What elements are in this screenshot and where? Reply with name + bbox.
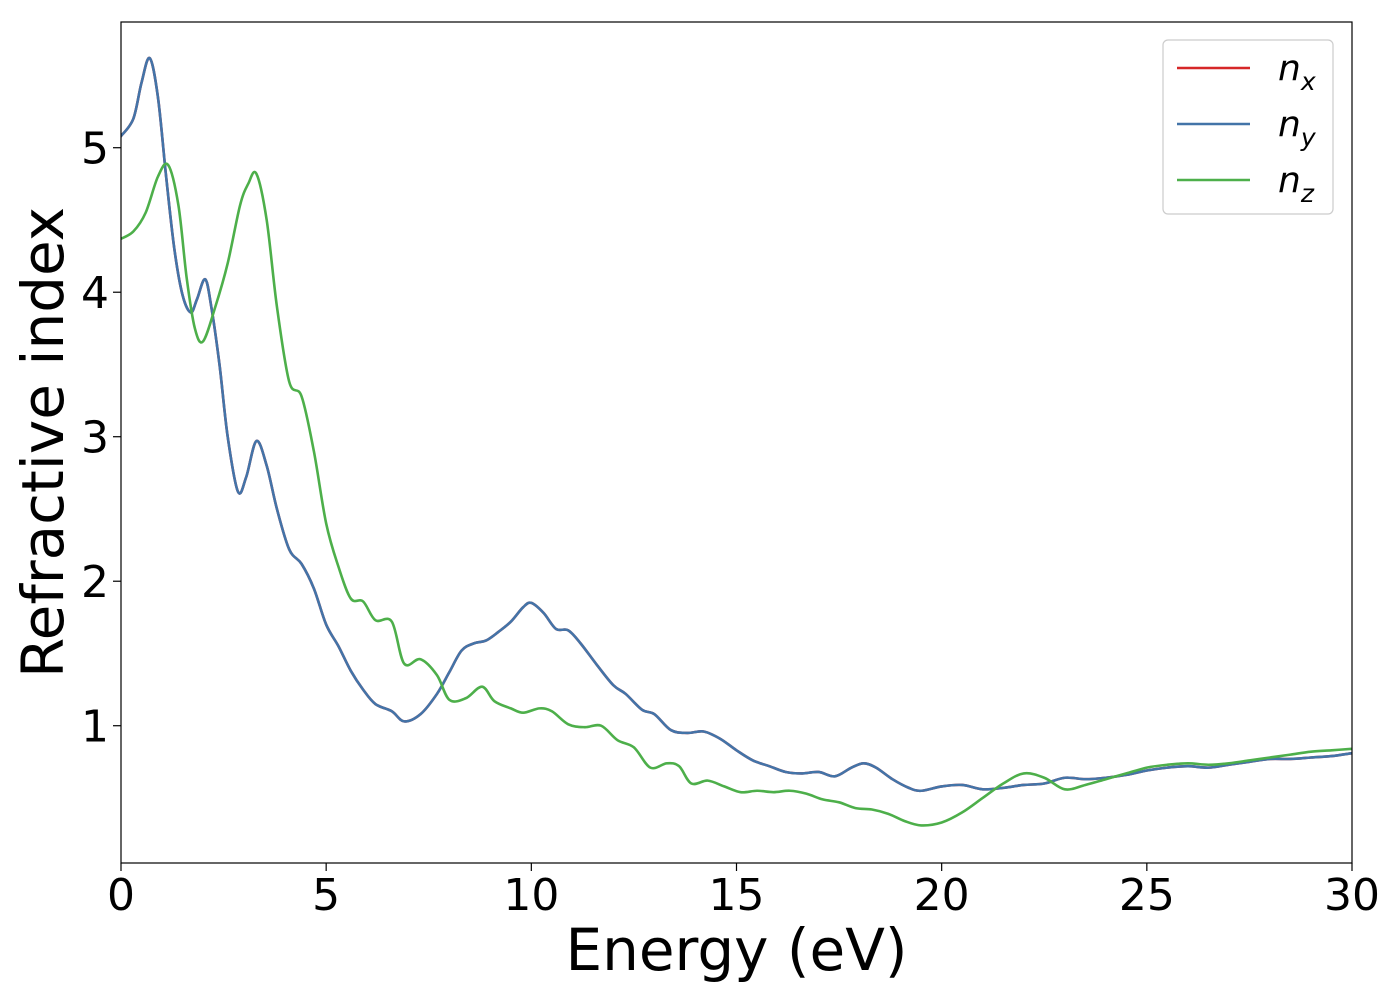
series-line-y: [121, 56, 1352, 793]
series-line-z: [121, 162, 1352, 827]
y-tick-label: 1: [81, 702, 109, 753]
x-tick-label: 10: [503, 870, 559, 921]
y-axis-label: Refractive index: [9, 207, 77, 678]
legend-entry-x: nx: [1278, 48, 1316, 96]
y-axis-ticks: 1 2 3 4 5: [81, 124, 121, 753]
x-tick-label: 0: [107, 870, 135, 921]
legend: nx ny nz: [1162, 39, 1334, 215]
x-tick-label: 30: [1324, 870, 1380, 921]
legend-frame: [1162, 39, 1334, 215]
y-tick-label: 2: [81, 557, 109, 608]
x-axis-label: Energy (eV): [565, 916, 907, 984]
y-tick-label: 5: [81, 124, 109, 175]
legend-entry-z: nz: [1278, 160, 1315, 208]
x-tick-label: 15: [709, 870, 765, 921]
legend-entry-y: ny: [1278, 104, 1317, 152]
x-tick-label: 5: [312, 870, 340, 921]
x-axis-ticks: 0 5 10 15 20 25 30: [107, 863, 1380, 921]
x-tick-label: 25: [1119, 870, 1175, 921]
y-tick-label: 4: [81, 268, 109, 319]
series-lines: [121, 56, 1352, 827]
x-tick-label: 20: [914, 870, 970, 921]
y-tick-label: 3: [81, 413, 109, 464]
